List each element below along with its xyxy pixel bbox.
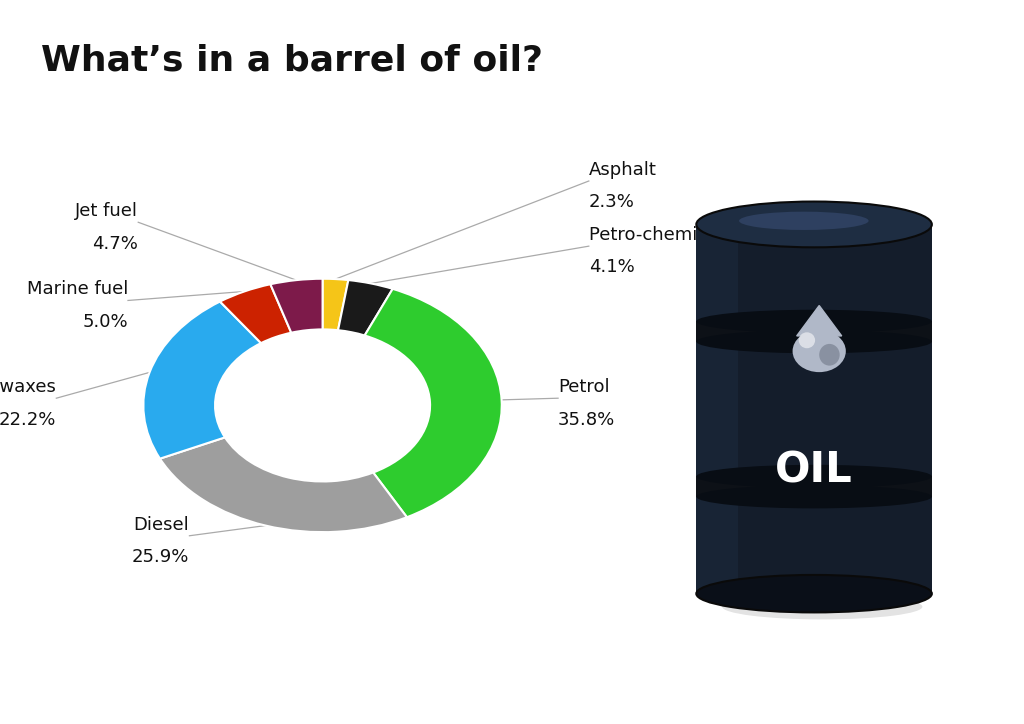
Ellipse shape: [793, 330, 846, 372]
Ellipse shape: [722, 594, 923, 620]
Text: Lubricants & waxes: Lubricants & waxes: [0, 378, 56, 396]
Ellipse shape: [696, 330, 932, 353]
Ellipse shape: [696, 575, 932, 613]
Wedge shape: [160, 437, 407, 532]
Text: Petro-chemical feedstocks: Petro-chemical feedstocks: [589, 226, 826, 244]
Wedge shape: [143, 302, 261, 459]
Text: 4.1%: 4.1%: [589, 258, 635, 277]
Wedge shape: [365, 289, 502, 517]
Ellipse shape: [696, 465, 932, 488]
Wedge shape: [220, 285, 291, 343]
Ellipse shape: [696, 310, 932, 333]
Text: 2.3%: 2.3%: [589, 193, 635, 211]
FancyBboxPatch shape: [696, 224, 932, 594]
Text: Petrol: Petrol: [558, 378, 609, 396]
Ellipse shape: [819, 344, 840, 366]
Text: 5.0%: 5.0%: [82, 313, 128, 331]
Text: OIL: OIL: [775, 450, 853, 492]
Ellipse shape: [696, 485, 932, 508]
Text: Diesel: Diesel: [134, 515, 189, 534]
Text: Jet fuel: Jet fuel: [75, 202, 138, 220]
FancyBboxPatch shape: [696, 224, 737, 594]
Text: Marine fuel: Marine fuel: [27, 280, 128, 298]
Wedge shape: [270, 279, 323, 333]
Text: Asphalt: Asphalt: [589, 161, 656, 179]
Text: 22.2%: 22.2%: [0, 411, 56, 429]
FancyBboxPatch shape: [696, 321, 932, 342]
FancyBboxPatch shape: [696, 476, 932, 497]
Ellipse shape: [799, 332, 815, 348]
Text: 4.7%: 4.7%: [92, 235, 138, 253]
Text: 25.9%: 25.9%: [132, 548, 189, 566]
Wedge shape: [338, 280, 392, 335]
Ellipse shape: [696, 201, 932, 248]
Ellipse shape: [739, 211, 868, 230]
Text: 35.8%: 35.8%: [558, 411, 615, 429]
Wedge shape: [323, 279, 348, 330]
Polygon shape: [797, 306, 842, 336]
Text: What’s in a barrel of oil?: What’s in a barrel of oil?: [41, 43, 543, 77]
